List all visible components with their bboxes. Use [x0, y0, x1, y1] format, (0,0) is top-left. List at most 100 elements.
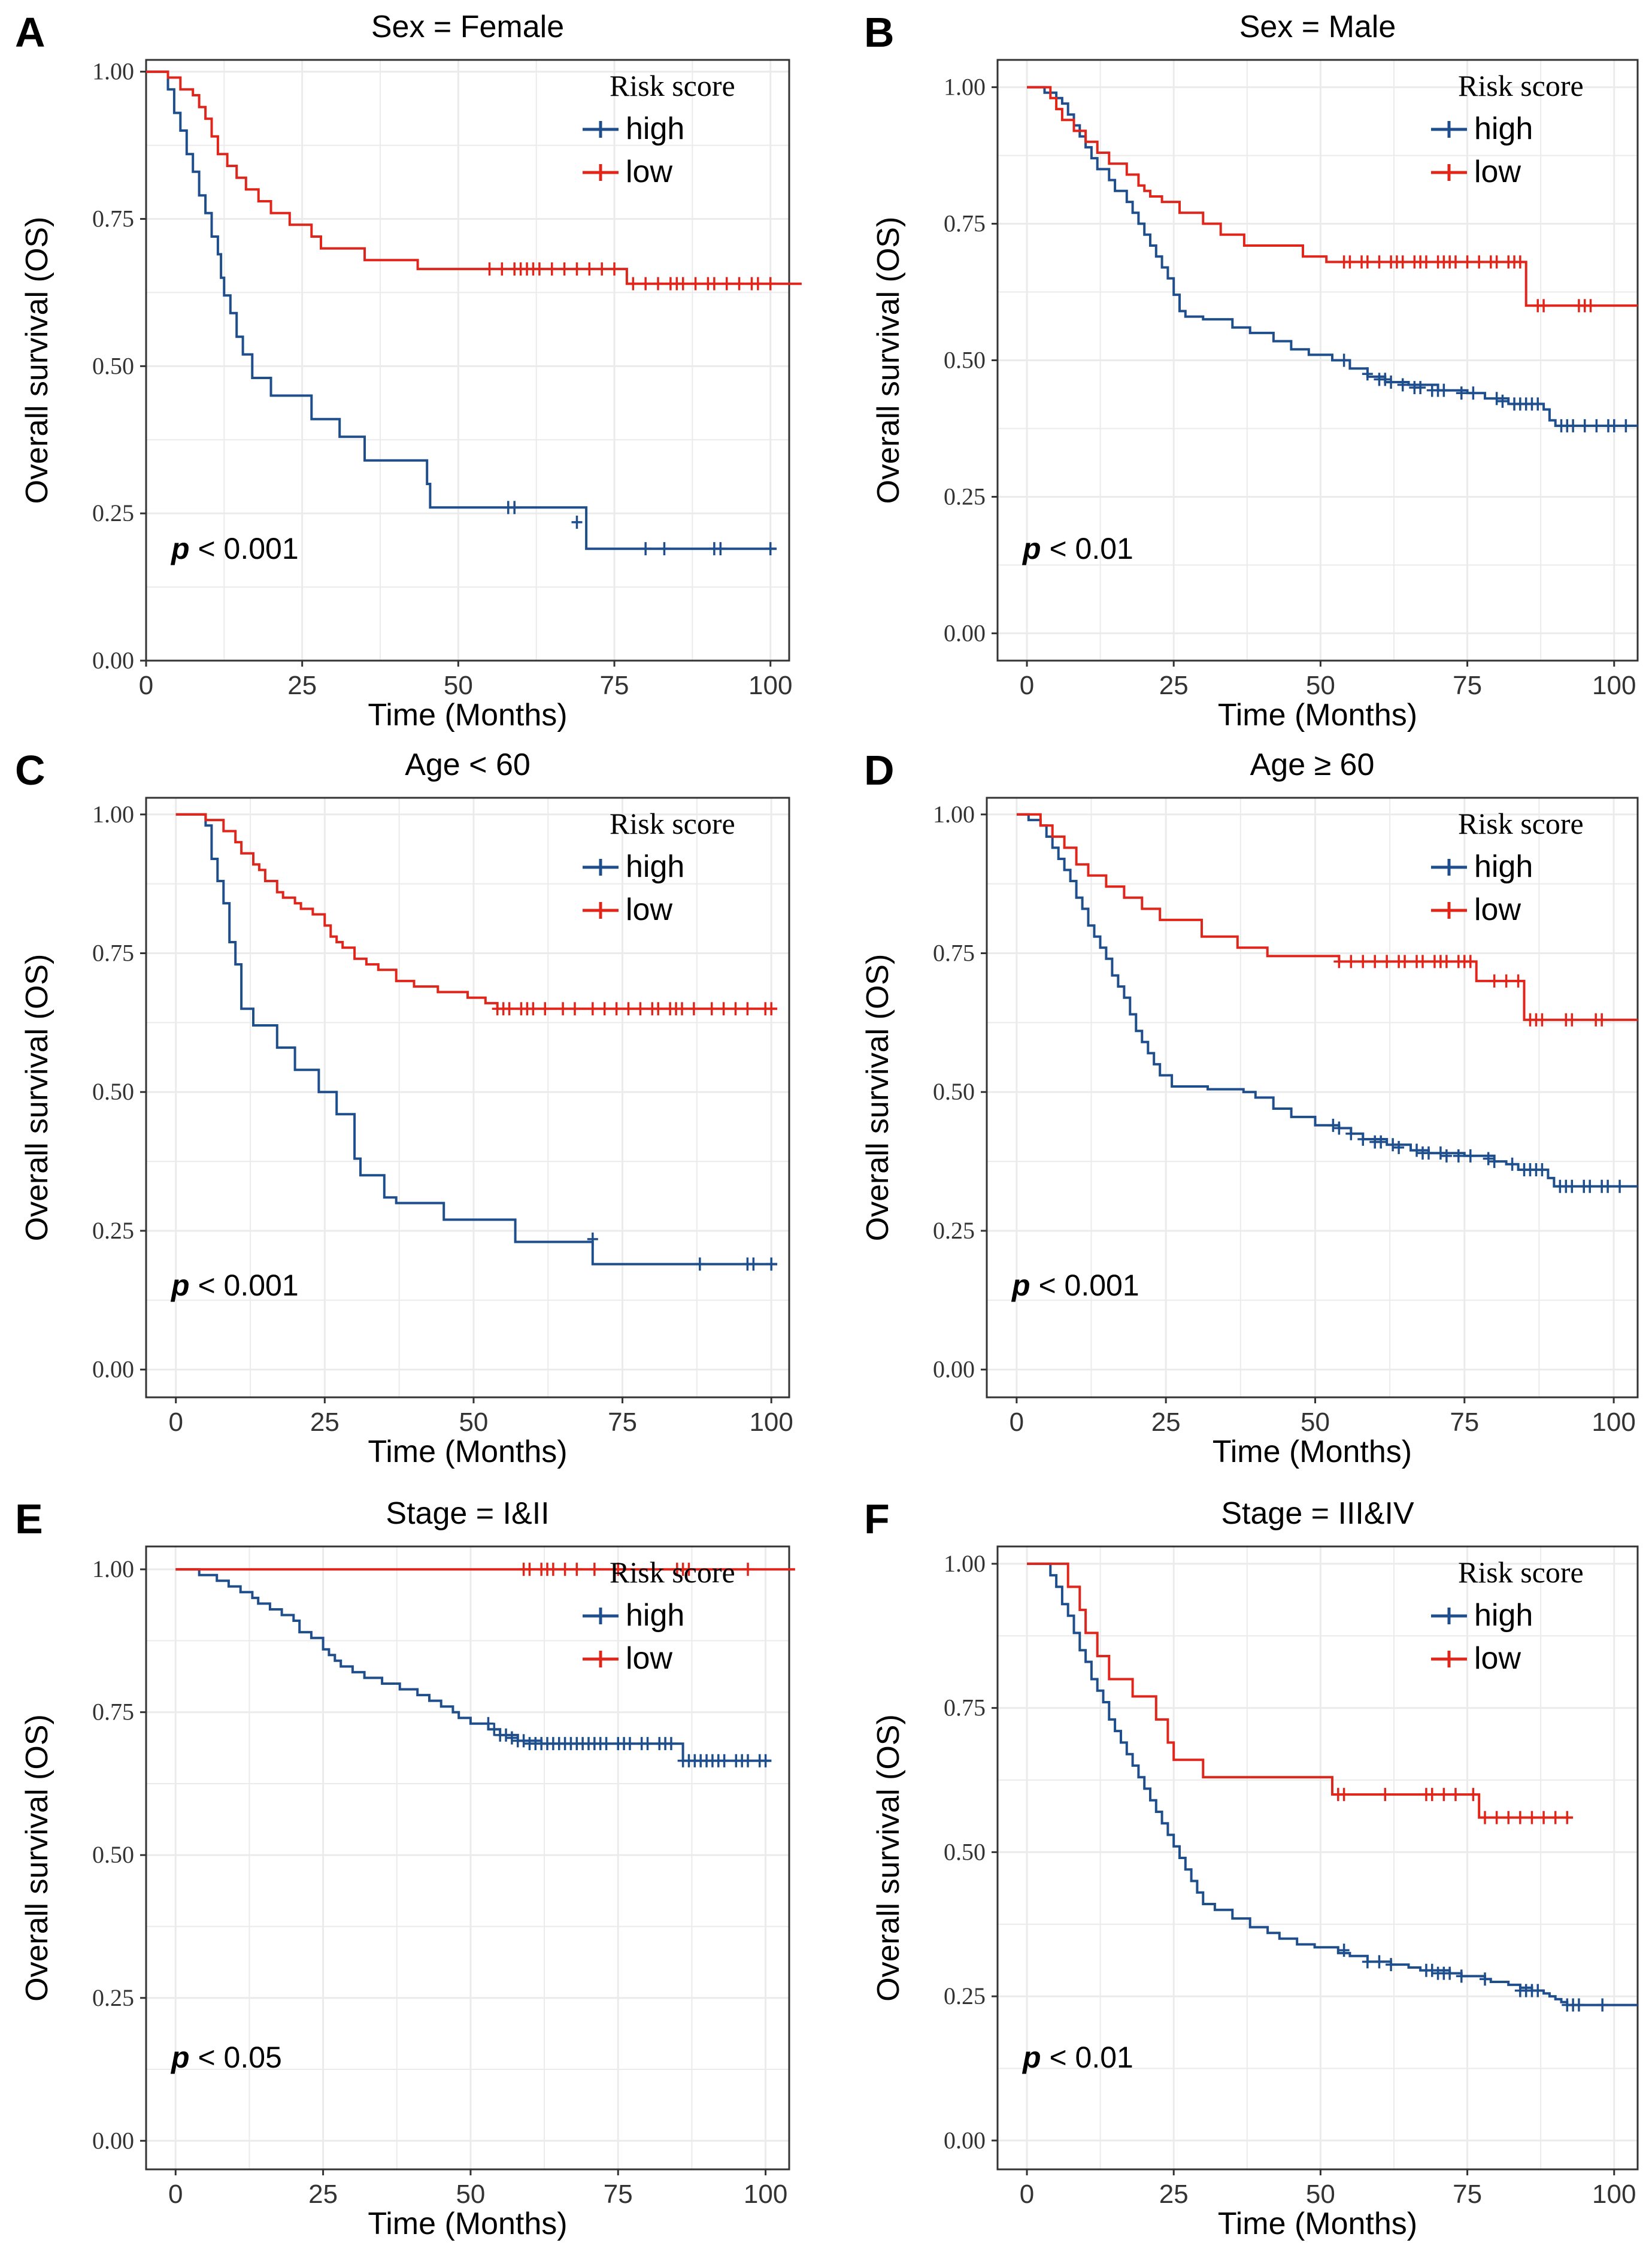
panel-f-censor-mark-low — [1514, 1811, 1526, 1824]
panel-e-ytick-label: 0.75 — [92, 1699, 134, 1726]
panel-c-censor-mark-low — [587, 1002, 598, 1016]
panel-f-censor-mark-high — [1386, 1958, 1397, 1972]
panel-e-censor-mark-high — [624, 1737, 635, 1751]
panel-e-censor-mark-low — [742, 1563, 754, 1576]
panel-f-series-low — [1027, 1562, 1574, 1824]
panel-a-title: Sex = Female — [371, 10, 564, 44]
panel-b-xtick-label: 0 — [1020, 671, 1034, 700]
panel-a-censor-mark-low — [690, 277, 701, 290]
panel-c-censor-mark-low — [599, 1002, 610, 1016]
panel-e-censor-mark-low — [524, 1563, 535, 1576]
panel-c-plot-area — [146, 798, 789, 1397]
panel-d-border — [986, 797, 1639, 1399]
panel-c-legend-title: Risk score — [610, 807, 735, 840]
panel-b-ytick-label: 1.00 — [944, 74, 986, 101]
panel-a-ylabel: Overall survival (OS) — [20, 217, 54, 504]
panel-f-censor-mark-low — [1538, 1811, 1550, 1824]
panel-a-pvalue: p < 0.001 — [170, 532, 299, 565]
panel-f-censor-mark-low — [1468, 1788, 1479, 1802]
panel-a-pvalue-symbol: p — [170, 532, 190, 565]
panel-f-legend-label-high: high — [1474, 1598, 1533, 1633]
panel-c-series-high — [175, 813, 778, 1271]
panel-b-pvalue: p < 0.01 — [1021, 532, 1133, 565]
panel-d-plot-area — [987, 798, 1638, 1397]
panel-f-legend-title: Risk score — [1458, 1555, 1584, 1589]
panel-e-censor-mark-high — [665, 1737, 677, 1751]
panel-a-censor-mark-low — [559, 262, 570, 276]
panel-d-grid — [987, 798, 1638, 1397]
panel-a-censor-mark-low — [546, 262, 557, 276]
panel-a-censor-mark-low — [534, 262, 545, 276]
panel-c-censor-mark-low — [611, 1002, 622, 1016]
panel-f-censor-mark-high — [1374, 1955, 1385, 1969]
panel-b-censor-mark-high — [1591, 419, 1602, 432]
panel-e-censor-mark-high — [742, 1754, 754, 1767]
panel-c-xtick-label: 75 — [608, 1408, 637, 1437]
panel-f-ytick-label: 0.00 — [944, 2127, 986, 2154]
panel-b-ylabel: Overall survival (OS) — [871, 217, 906, 504]
panel-c-letter: C — [15, 747, 46, 794]
panel-f-censor-mark-high — [1480, 1972, 1491, 1986]
panel-b-censor-mark-low — [1514, 255, 1526, 269]
panel-a-series-high — [146, 70, 777, 556]
panel-a-legend: Risk score high low — [583, 69, 735, 189]
panel-a-legend-label-high: high — [626, 111, 684, 146]
panel-f-ytick-label: 0.75 — [944, 1694, 986, 1721]
panel-b-pvalue-symbol: p — [1021, 532, 1041, 565]
panel-a-censor-mark-low — [596, 262, 608, 276]
panel-b-censor-mark-high — [1438, 383, 1450, 397]
panel-f-legend-label-low: low — [1474, 1641, 1521, 1676]
panel-e-xtick-label: 25 — [308, 2180, 338, 2209]
panel-b-grid — [998, 60, 1638, 661]
panel-d-legend: Risk score high low — [1431, 807, 1584, 927]
panel-c-censor-mark-low — [730, 1002, 741, 1016]
panel-b-ytick-label: 0.00 — [944, 619, 986, 646]
panel-f-censor-mark-high — [1573, 1998, 1584, 2012]
panel-c-censor-mark-low — [742, 1002, 753, 1016]
panel-c-series-low — [175, 813, 778, 1016]
panel-d-censor-mark-high — [1333, 1121, 1345, 1135]
panel-e: E Stage = I&II 0.00 0.25 0.50 0.75 1.00 0 25 50 75… — [15, 1496, 795, 2241]
panel-c-censor-mark-high — [766, 1257, 777, 1271]
panel-b-xtick-label: 75 — [1453, 671, 1482, 700]
panel-d-censor-mark-high — [1435, 1146, 1446, 1160]
panel-d-censor-mark-low — [1489, 974, 1500, 988]
panel-c-censor-mark-high — [694, 1257, 705, 1271]
panel-f-curve-high — [1027, 1562, 1638, 2006]
panel-d-censor-mark-high — [1441, 1149, 1452, 1163]
panel-a-censor-mark-low — [628, 277, 639, 290]
panel-a-censor-mark-low — [640, 277, 651, 290]
panel-b: B Sex = Male 0.00 0.25 0.50 0.75 1.00 0 25 50 75 10… — [864, 9, 1639, 733]
panel-d-censor-mark-low — [1381, 955, 1393, 968]
panel-e-border — [145, 1545, 790, 2171]
panel-a-censor-mark-high — [765, 542, 776, 556]
panel-f-grid — [998, 1546, 1638, 2169]
panel-a-censor-mark-low — [571, 262, 583, 276]
panel-e-ytick-label: 0.50 — [92, 1841, 134, 1868]
panel-d-ytick-label: 0.50 — [933, 1078, 975, 1105]
panel-d-ytick-label: 1.00 — [933, 801, 975, 828]
panel-d-censor-mark-low — [1399, 955, 1411, 968]
panel-d-censor-mark-high — [1465, 1149, 1476, 1163]
panel-b-censor-mark-high — [1608, 419, 1620, 432]
panel-a-ytick-label: 1.00 — [92, 58, 134, 85]
panel-f-xlabel: Time (Months) — [1218, 2206, 1417, 2241]
panel-f-censor-mark-high — [1426, 1963, 1438, 1977]
panel-f-xtick-label: 50 — [1306, 2180, 1335, 2209]
panel-d-title: Age ≥ 60 — [1250, 747, 1375, 782]
panel-b-censor-mark-high — [1415, 381, 1426, 395]
panel-c-censor-mark-low — [557, 1002, 569, 1016]
panel-f-censor-mark-high — [1362, 1955, 1373, 1969]
panel-b-censor-mark-low — [1462, 255, 1473, 269]
panel-b-censor-mark-high — [1491, 392, 1502, 405]
panel-f-pvalue-value: < 0.01 — [1041, 2041, 1133, 2074]
panel-d-xtick-label: 75 — [1450, 1408, 1479, 1437]
panel-f-xtick-label: 25 — [1159, 2180, 1189, 2209]
panel-b-censor-mark-low — [1344, 255, 1356, 269]
panel-f-censor-mark-low — [1550, 1811, 1561, 1824]
panel-d-censor-mark-low — [1512, 974, 1524, 988]
panel-b-censor-mark-high — [1380, 373, 1391, 386]
panel-b-censor-mark-low — [1585, 299, 1596, 313]
panel-d-censor-mark-low — [1465, 955, 1476, 968]
panel-f-xtick-label: 75 — [1453, 2180, 1482, 2209]
